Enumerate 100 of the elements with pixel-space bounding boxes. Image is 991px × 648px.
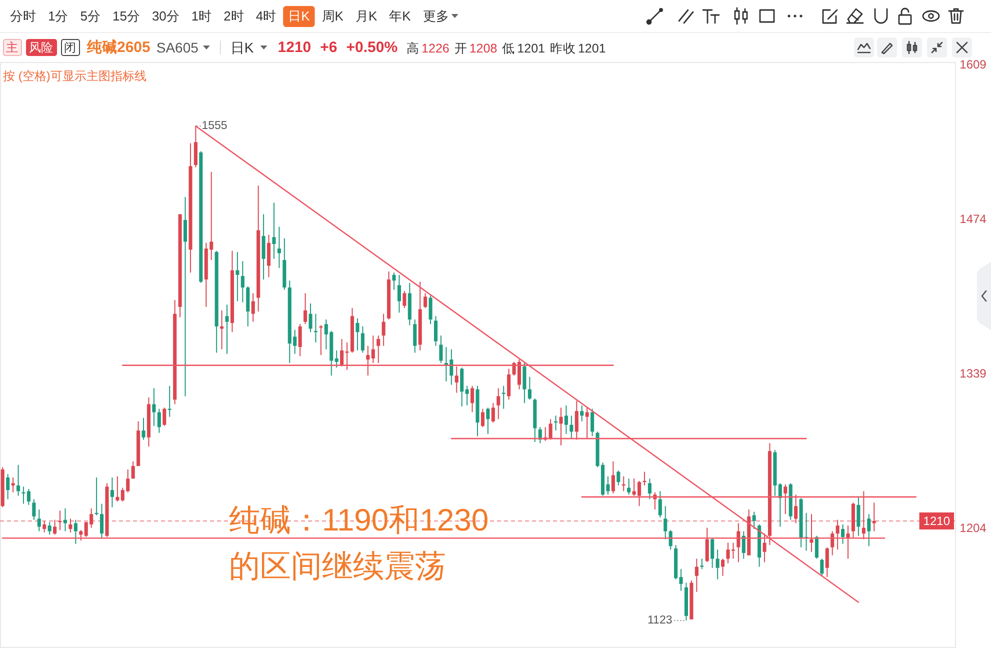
quote: +0.50% <box>346 39 398 56</box>
candlestick <box>470 385 474 413</box>
candlestick <box>53 519 57 536</box>
candlestick <box>424 292 428 309</box>
candlestick <box>48 522 52 536</box>
candlestick <box>830 530 834 556</box>
candlestick <box>825 546 829 578</box>
candlestick <box>11 476 15 493</box>
candlestick <box>784 484 788 515</box>
quote-label: 昨收 <box>550 42 576 56</box>
candlestick <box>251 292 255 322</box>
candlestick <box>308 302 312 333</box>
candlestick <box>413 319 417 354</box>
candlestick <box>496 388 500 420</box>
toolbar-label: 4时 <box>256 8 276 24</box>
candlestick <box>570 415 574 440</box>
candlestick <box>340 338 344 367</box>
candlestick <box>465 385 469 406</box>
toolbar-label: 1分 <box>48 8 68 24</box>
candlestick <box>162 407 166 426</box>
candlestick <box>694 558 698 592</box>
candlestick <box>574 400 578 440</box>
candlestick <box>648 478 652 500</box>
candlestick <box>6 474 10 500</box>
toolbar-label: 更多 <box>422 8 449 24</box>
toolbar-label: 15分 <box>112 8 140 24</box>
candlestick <box>522 362 526 404</box>
candlestick <box>262 214 266 280</box>
quote-value: 1226 <box>422 42 450 56</box>
toolbar-label: 2时 <box>224 8 244 24</box>
candlestick <box>611 460 615 494</box>
candlestick <box>820 558 824 576</box>
candlestick <box>721 558 725 576</box>
candlestick <box>590 408 594 437</box>
candlestick <box>58 510 62 531</box>
candlestick <box>376 335 380 364</box>
candlestick <box>454 366 458 394</box>
candlestick <box>371 335 375 364</box>
tick-label: 1339 <box>960 366 986 380</box>
commentary: 的区间继续震荡 <box>229 548 446 584</box>
candlestick <box>778 482 782 528</box>
badge-label: 闭 <box>64 40 76 54</box>
candlestick <box>814 535 818 560</box>
candlestick <box>705 527 709 563</box>
candlestick <box>382 313 386 346</box>
candlestick <box>841 524 845 544</box>
candlestick <box>142 417 146 440</box>
candlestick <box>642 471 646 486</box>
quote: 1210 <box>278 39 312 56</box>
note: 1123 <box>648 614 672 627</box>
toolbar-label: 周K <box>322 8 344 24</box>
candlestick <box>152 388 156 426</box>
candlestick <box>110 476 114 508</box>
toolbar-label: 30分 <box>152 8 180 24</box>
toolbar-label: 5分 <box>80 8 100 24</box>
candlestick <box>679 568 683 592</box>
candlestick <box>32 498 36 520</box>
candlestick <box>580 404 584 422</box>
candlestick <box>752 511 756 530</box>
candlestick <box>616 470 620 486</box>
candlestick <box>334 350 338 368</box>
quote-value: 1201 <box>578 42 606 56</box>
candlestick <box>810 514 814 552</box>
candlestick <box>100 503 104 539</box>
subtitle: SA605 <box>156 40 198 56</box>
toolbar-label: 年K <box>389 8 411 24</box>
candlestick <box>194 126 198 168</box>
quote-label: 开 <box>454 42 468 56</box>
candlestick <box>564 404 568 434</box>
candlestick <box>366 345 370 376</box>
candlestick <box>266 234 271 278</box>
badge-label: 风险 <box>29 40 53 54</box>
candlestick <box>116 476 120 502</box>
hint: 按 (空格)可显示主图指标线 <box>3 69 146 83</box>
candlestick <box>664 506 668 540</box>
candlestick <box>762 533 766 563</box>
candlestick <box>131 460 135 480</box>
candlestick <box>486 407 490 434</box>
ref-label: 1210 <box>923 514 950 528</box>
tick-label: 1609 <box>960 57 986 72</box>
quote-value: 1201 <box>517 42 545 56</box>
quote-label: 低 <box>502 42 516 56</box>
candlestick <box>862 490 866 540</box>
quote-label: 高 <box>406 42 420 56</box>
candlestick <box>360 326 364 354</box>
candlestick <box>272 202 276 260</box>
quote: +6 <box>320 39 338 56</box>
candlestick <box>240 260 244 303</box>
commentary: 纯碱：1190和1230 <box>229 502 489 538</box>
period: 日K <box>230 40 254 56</box>
candlestick <box>37 509 41 532</box>
candlestick <box>627 478 631 496</box>
candlestick <box>304 292 308 325</box>
tick-label: 1474 <box>960 212 986 226</box>
candlestick <box>528 376 532 400</box>
candlestick <box>392 272 396 290</box>
candlestick <box>298 324 302 357</box>
candlestick <box>480 408 484 428</box>
candlestick <box>68 518 72 533</box>
candlestick <box>794 494 798 524</box>
